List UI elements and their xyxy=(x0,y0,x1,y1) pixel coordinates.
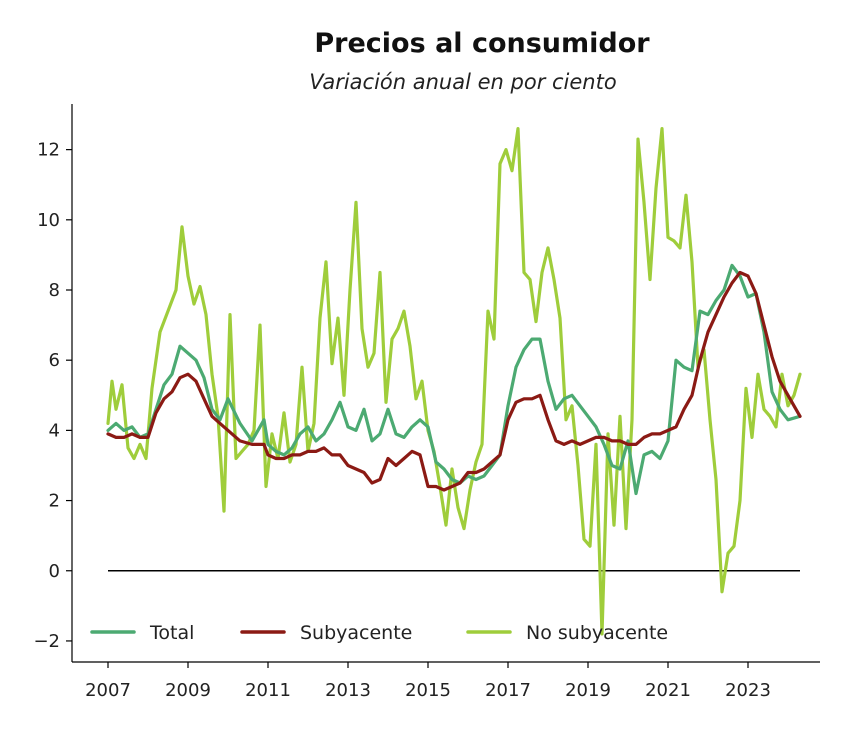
legend-label-total: Total xyxy=(149,622,194,644)
y-tick-label: 2 xyxy=(49,491,60,512)
x-tick-label: 2015 xyxy=(405,680,451,701)
x-tick-label: 2007 xyxy=(85,680,131,701)
y-tick-label: 10 xyxy=(37,210,60,231)
series-layer xyxy=(106,127,802,636)
chart-subtitle: Variación anual en por ciento xyxy=(309,70,617,94)
legend: Total Subyacente No subyacente xyxy=(90,622,668,644)
legend-label-subyacente: Subyacente xyxy=(300,622,412,644)
x-tick-label: 2017 xyxy=(485,680,531,701)
x-tick-label: 2013 xyxy=(325,680,371,701)
y-tick-label: 8 xyxy=(49,280,60,301)
series-line-total xyxy=(106,263,802,496)
y-tick-label: 0 xyxy=(49,561,60,582)
legend-label-no-subyacente: No subyacente xyxy=(526,622,668,644)
x-tick-label: 2023 xyxy=(725,680,771,701)
x-tick-label: 2021 xyxy=(645,680,691,701)
axes: −2 0 2 4 6 8 10 12 2007 2009 2011 2013 2015 2017 2019 2… xyxy=(33,104,820,701)
series-line-no-subyacente xyxy=(106,127,802,636)
y-tick-label: 12 xyxy=(37,140,60,161)
x-tick-label: 2019 xyxy=(565,680,611,701)
y-tick-label: 6 xyxy=(49,350,60,371)
y-tick-label: −2 xyxy=(33,631,60,652)
chart-title: Precios al consumidor xyxy=(314,28,650,59)
y-tick-label: 4 xyxy=(49,420,60,441)
series-line-subyacente xyxy=(106,270,802,492)
x-tick-label: 2009 xyxy=(165,680,211,701)
x-tick-label: 2011 xyxy=(245,680,291,701)
